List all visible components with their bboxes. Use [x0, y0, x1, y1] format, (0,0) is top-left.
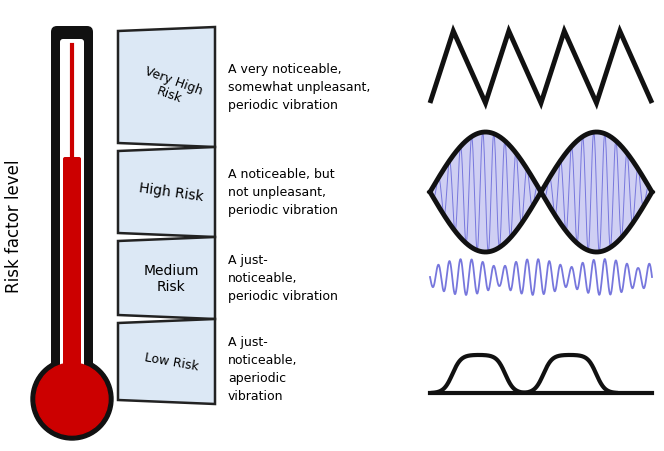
Circle shape [36, 363, 108, 435]
FancyBboxPatch shape [51, 27, 93, 385]
Text: A just-
noticeable,
periodic vibration: A just- noticeable, periodic vibration [228, 254, 338, 303]
FancyBboxPatch shape [63, 158, 81, 381]
Text: A noticeable, but
not unpleasant,
periodic vibration: A noticeable, but not unpleasant, period… [228, 168, 338, 217]
FancyBboxPatch shape [60, 40, 84, 382]
Text: A very noticeable,
somewhat unpleasant,
periodic vibration: A very noticeable, somewhat unpleasant, … [228, 63, 371, 112]
Polygon shape [118, 147, 215, 238]
Polygon shape [118, 238, 215, 319]
Text: High Risk: High Risk [138, 181, 205, 204]
Polygon shape [118, 319, 215, 404]
Circle shape [31, 358, 113, 440]
Text: Medium
Risk: Medium Risk [143, 263, 199, 294]
Text: Risk factor level: Risk factor level [5, 159, 23, 292]
Polygon shape [118, 28, 215, 147]
Text: A just-
noticeable,
aperiodic
vibration: A just- noticeable, aperiodic vibration [228, 336, 297, 403]
Text: Low Risk: Low Risk [143, 350, 199, 373]
Text: Very High
Risk: Very High Risk [138, 64, 205, 111]
